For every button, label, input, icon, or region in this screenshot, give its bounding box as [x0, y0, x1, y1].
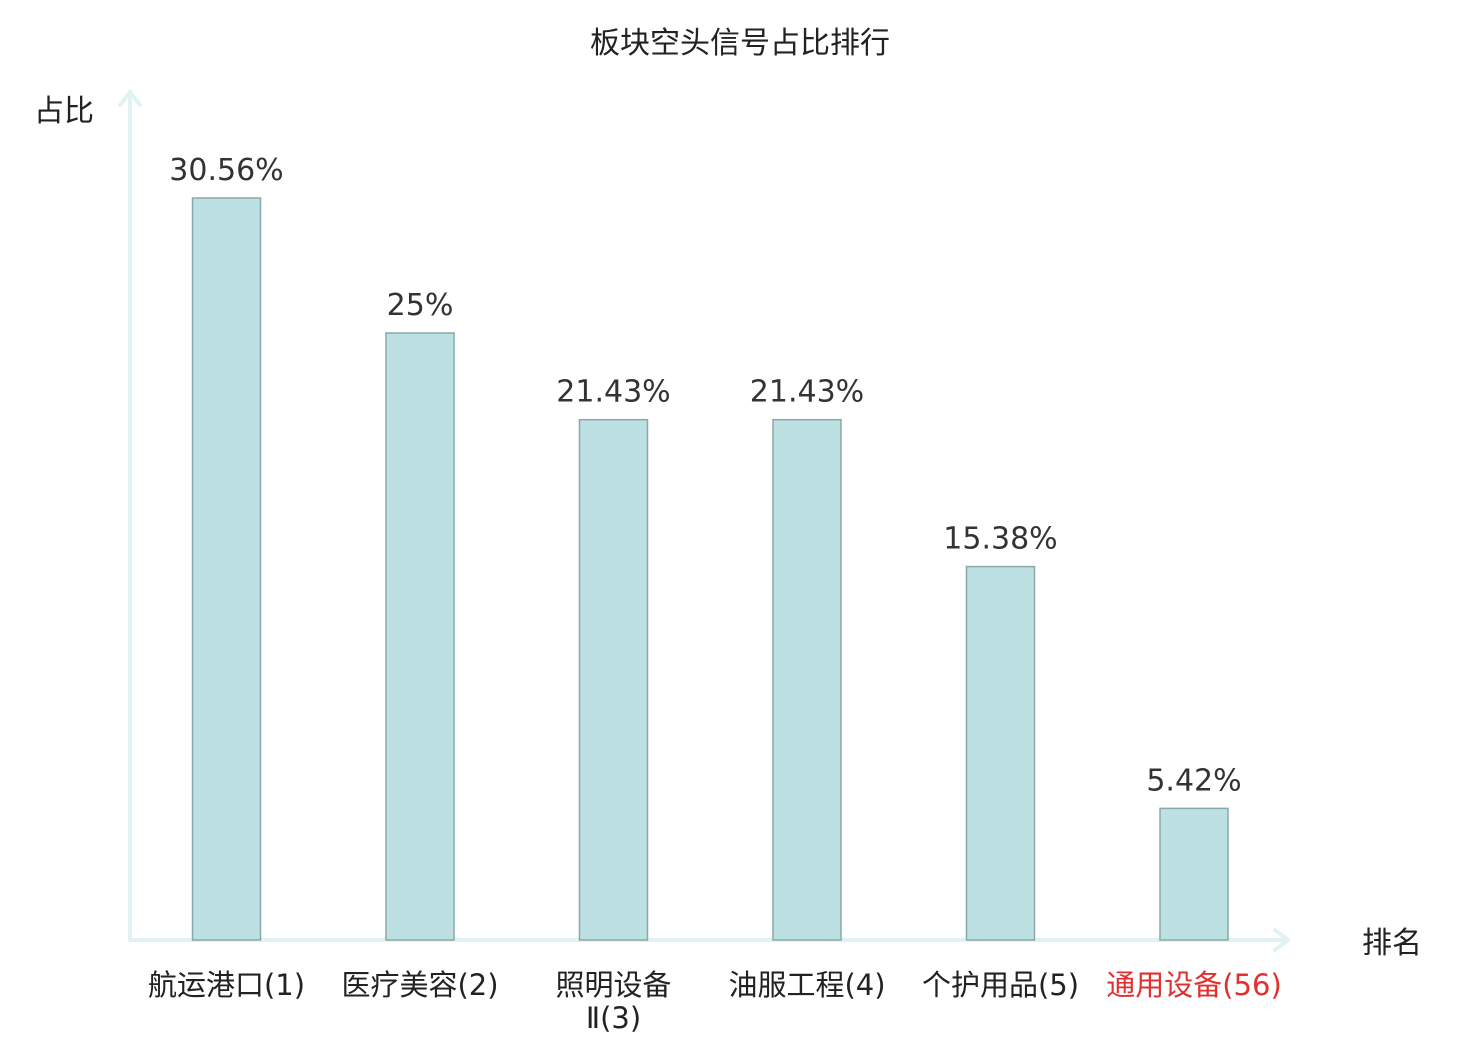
category-label: 油服工程(4) — [728, 968, 885, 1002]
value-label: 21.43% — [556, 375, 670, 410]
category-label: 医疗美容(2) — [341, 968, 498, 1002]
category-label-line: 航运港口(1) — [148, 968, 305, 1002]
category-label-line: Ⅱ(3) — [586, 1001, 641, 1035]
category-label-line: 照明设备 — [555, 968, 671, 1002]
x-axis-label: 排名 — [1362, 926, 1422, 961]
y-axis-label: 占比 — [34, 94, 94, 129]
y-axis-arrow — [118, 88, 142, 107]
bar — [1159, 807, 1229, 941]
category-label-line: 通用设备(56) — [1106, 968, 1282, 1002]
bars — [191, 197, 1229, 941]
value-label: 21.43% — [750, 375, 864, 410]
chart-title: 板块空头信号占比排行 — [590, 26, 890, 61]
category-label-line: 油服工程(4) — [728, 968, 885, 1002]
bar — [965, 565, 1036, 941]
category-label-line: 医疗美容(2) — [341, 968, 498, 1002]
category-label: 个护用品(5) — [922, 968, 1079, 1002]
x-axis-arrow — [1273, 928, 1292, 952]
category-label: 航运港口(1) — [148, 968, 305, 1002]
bar — [191, 197, 262, 941]
category-label: 通用设备(56) — [1106, 968, 1282, 1002]
value-label: 5.42% — [1146, 763, 1241, 798]
category-label-line: 个护用品(5) — [922, 968, 1079, 1002]
axes — [118, 88, 1292, 952]
value-label: 15.38% — [943, 522, 1057, 557]
value-label: 25% — [387, 288, 454, 323]
value-labels: 30.56% 25% 21.43% 21.43% 15.38% 5.42% — [169, 153, 1241, 798]
bar — [385, 332, 455, 941]
category-label: 照明设备 Ⅱ(3) — [555, 968, 671, 1035]
bar — [772, 418, 842, 941]
bar — [578, 418, 649, 941]
value-label: 30.56% — [169, 153, 283, 188]
category-labels: 航运港口(1) 医疗美容(2) 照明设备 Ⅱ(3) 油服工程(4) 个护用品(5) 通用设备… — [148, 968, 1282, 1035]
